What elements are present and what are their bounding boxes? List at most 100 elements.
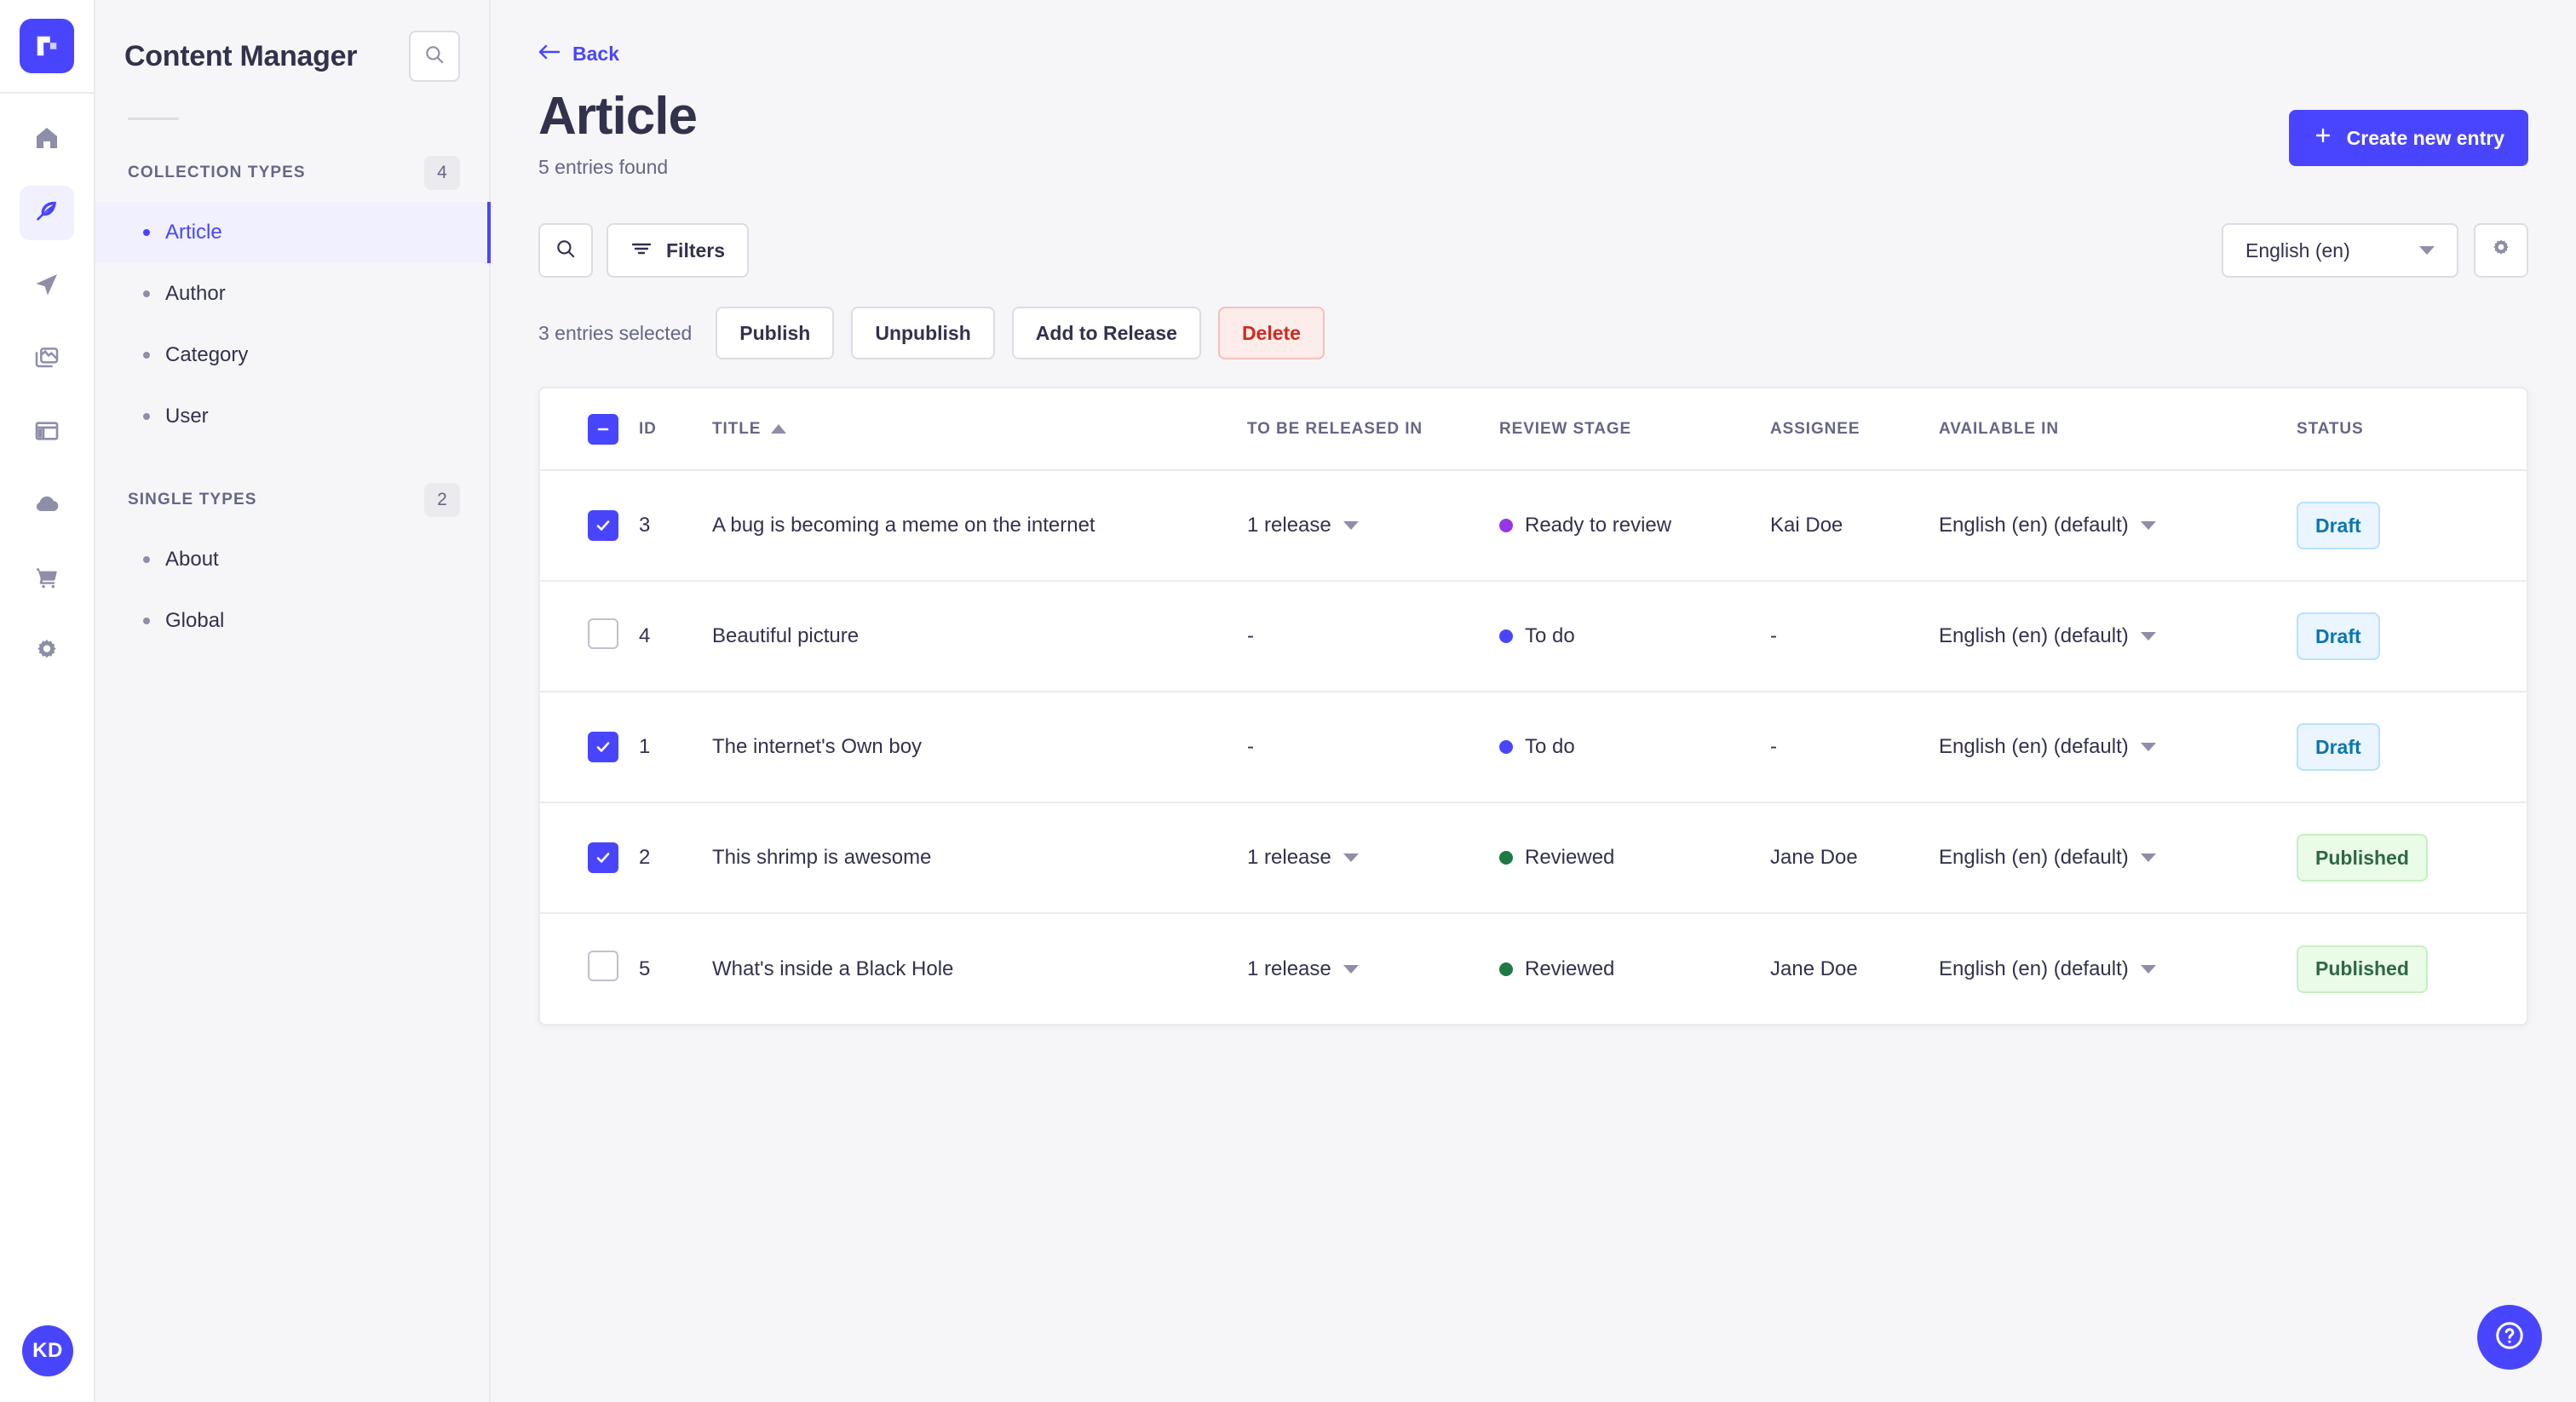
status-badge: Published [2297,834,2428,882]
sidebar-item-global[interactable]: Global [95,590,491,652]
chevron-down-icon [2419,246,2435,256]
stage-label: Reviewed [1525,846,1615,870]
chevron-down-icon[interactable] [2140,853,2156,863]
row-checkbox[interactable] [588,510,618,542]
select-all-cell [540,388,639,470]
sidebar-item-label: User [165,405,209,428]
view-settings-button[interactable] [2474,223,2528,279]
avatar[interactable]: KD [22,1325,73,1376]
available-in-label: English (en) (default) [1939,846,2129,870]
row-checkbox[interactable] [588,951,618,982]
page-heading-block: Article 5 entries found [538,87,698,179]
column-header-available-in[interactable]: AVAILABLE IN [1939,419,2059,438]
chevron-down-icon[interactable] [1343,521,1359,531]
rail-item-content-type-builder[interactable] [20,405,74,460]
column-header-title[interactable]: TITLE [712,388,1247,470]
chevron-down-icon[interactable] [1343,964,1359,974]
row-checkbox[interactable] [588,732,618,763]
cell-id: 3 [639,514,651,537]
primary-nav-rail: KD [0,0,95,1402]
entries-count-label: 5 entries found [538,156,669,179]
sidebar-item-user[interactable]: User [95,386,491,447]
cell-id: 4 [639,624,651,648]
chevron-down-icon[interactable] [2140,964,2156,974]
rail-item-content-manager[interactable] [20,186,74,240]
sort-ascending-icon[interactable] [771,424,787,434]
table-row[interactable]: 3 A bug is becoming a meme on the intern… [540,470,2527,581]
rail-item-marketplace[interactable] [20,552,74,606]
chevron-down-icon[interactable] [1343,853,1359,863]
back-label: Back [572,43,619,65]
table-row[interactable]: 4 Beautiful picture - To do [540,581,2527,692]
rail-item-home[interactable] [20,112,74,167]
column-header-id[interactable]: ID [639,419,657,438]
add-to-release-button[interactable]: Add to Release [1011,307,1201,360]
strapi-logo-icon[interactable] [20,19,74,73]
help-button[interactable] [2477,1305,2542,1370]
cell-id: 5 [639,957,651,980]
cell-available-in: English (en) (default) [1939,692,2297,802]
delete-button[interactable]: Delete [1217,307,1325,360]
select-all-checkbox[interactable] [588,413,618,445]
cart-icon [33,564,60,595]
search-button[interactable] [538,223,593,279]
cell-available-in: English (en) (default) [1939,802,2297,913]
locale-select[interactable]: English (en) [2222,223,2458,279]
chevron-down-icon[interactable] [2140,521,2156,531]
arrow-left-icon [538,43,561,66]
back-link[interactable]: Back [538,43,619,66]
release-label: 1 release [1247,514,1331,537]
sidebar-header: Content Manager [124,0,460,82]
sidebar-item-author[interactable]: Author [95,263,491,325]
table-row[interactable]: 1 The internet's Own boy - To do [540,692,2527,802]
sidebar-item-about[interactable]: About [95,529,491,590]
chevron-down-icon[interactable] [2140,743,2156,752]
status-badge: Draft [2297,723,2380,772]
table-row[interactable]: 2 This shrimp is awesome 1 release [540,802,2527,913]
table-row[interactable]: 5 What's inside a Black Hole 1 release [540,913,2527,1024]
rail-item-releases[interactable] [20,259,74,313]
publish-button[interactable]: Publish [716,307,835,360]
filter-icon [630,239,653,262]
send-icon [33,271,60,302]
cell-status: Draft [2297,581,2527,692]
row-checkbox[interactable] [588,842,618,874]
filters-button[interactable]: Filters [607,223,750,279]
column-header-to-be-released-in[interactable]: TO BE RELEASED IN [1247,419,1423,438]
images-icon [33,344,60,376]
stage-dot-icon [1499,740,1513,755]
cell-release: 1 release [1247,913,1499,1024]
rail-item-settings[interactable] [20,625,74,680]
cell-review-stage: Reviewed [1499,913,1770,1024]
cell-assignee: Jane Doe [1770,846,1858,870]
sidebar-item-category[interactable]: Category [95,325,491,386]
rail-item-media-library[interactable] [20,332,74,387]
cell-status: Published [2297,913,2527,1024]
create-new-entry-button[interactable]: Create new entry [2288,110,2528,166]
release-label: - [1247,624,1254,648]
unpublish-button[interactable]: Unpublish [851,307,995,360]
sidebar-group-collection-types: COLLECTION TYPES 4 [124,156,460,190]
bullet-icon [143,290,150,297]
stage-dot-icon [1499,629,1513,644]
stage-dot-icon [1499,519,1513,533]
sidebar-group-count: 4 [424,156,460,190]
list-toolbar: Filters English (en) [538,223,2528,279]
sidebar-search-button[interactable] [409,31,460,82]
cell-status: Draft [2297,470,2527,581]
row-checkbox[interactable] [588,618,618,649]
row-select-cell [540,581,639,692]
column-header-status[interactable]: STATUS [2297,419,2364,438]
column-header-assignee[interactable]: ASSIGNEE [1770,419,1860,438]
sidebar-group-label: SINGLE TYPES [128,491,257,509]
page-title: Article [538,87,698,146]
sidebar-item-article[interactable]: Article [95,202,491,263]
layout-icon [33,417,60,449]
column-header-review-stage[interactable]: REVIEW STAGE [1499,419,1632,438]
cell-available-in: English (en) (default) [1939,913,2297,1024]
chevron-down-icon[interactable] [2140,632,2156,641]
bullet-icon [143,229,150,236]
entries-selected-label: 3 entries selected [538,321,693,344]
cell-title: Beautiful picture [712,624,860,648]
rail-item-cloud[interactable] [20,479,74,533]
